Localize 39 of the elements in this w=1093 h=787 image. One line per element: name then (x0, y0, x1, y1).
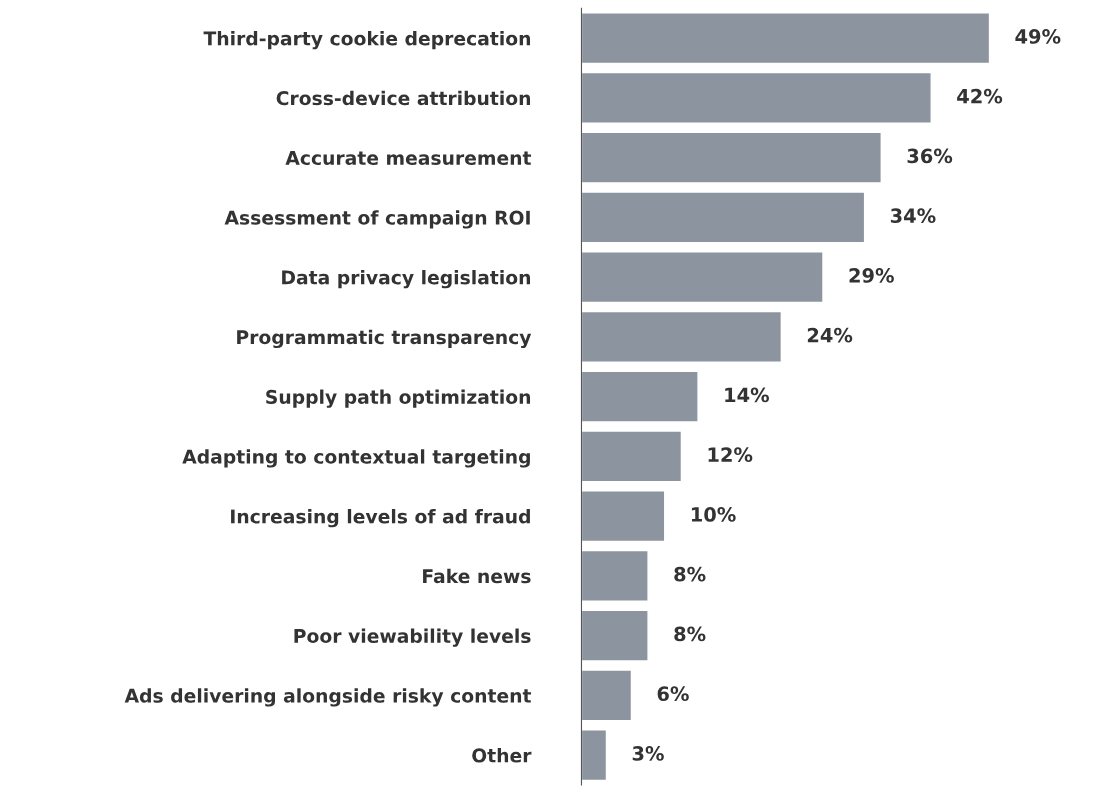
y-tick-label: Ads delivering alongside risky content (124, 688, 532, 707)
y-tick-label: Accurate measurement (285, 151, 532, 166)
y-tick-label: Fake news (423, 568, 531, 584)
bar (581, 669, 633, 722)
bar (581, 609, 649, 662)
data-label: 29% (849, 268, 894, 283)
data-label: 10% (691, 507, 736, 522)
bar (581, 549, 649, 602)
y-tick-label: Assessment of campaign ROI (224, 210, 530, 229)
y-tick-label: Increasing levels of ad fraud (231, 509, 530, 528)
y-tick-label: Data privacy legislation (282, 270, 531, 289)
data-label: 8% (674, 566, 706, 582)
data-label: 42% (957, 88, 1003, 104)
y-tick-label: Poor viewability levels (294, 628, 531, 647)
bar (581, 131, 882, 184)
bar (581, 191, 866, 244)
data-label: 49% (1015, 29, 1061, 44)
bar (581, 370, 699, 423)
y-tick-label: Other (472, 748, 532, 763)
data-label: 14% (725, 387, 769, 403)
y-tick-label: Adapting to contextual targeting (182, 449, 530, 468)
data-label: 6% (657, 686, 689, 702)
y-tick-label: Programmatic transparency (237, 329, 532, 349)
data-label: 12% (708, 447, 753, 463)
bar (581, 251, 824, 304)
bar (581, 430, 683, 483)
bar (581, 71, 932, 124)
data-label: 3% (632, 746, 664, 761)
bar (581, 490, 666, 543)
data-label: 34% (890, 208, 936, 224)
bar (581, 729, 608, 782)
bar (581, 310, 783, 363)
y-tick-label: Cross-device attribution (276, 90, 531, 106)
bar (581, 12, 991, 65)
data-label: 8% (674, 626, 706, 642)
y-tick-label: Third-party cookie deprecation (203, 31, 531, 50)
y-tick-label: Supply path optimization (266, 389, 531, 408)
data-label: 36% (907, 148, 953, 164)
data-label: 24% (807, 327, 853, 343)
